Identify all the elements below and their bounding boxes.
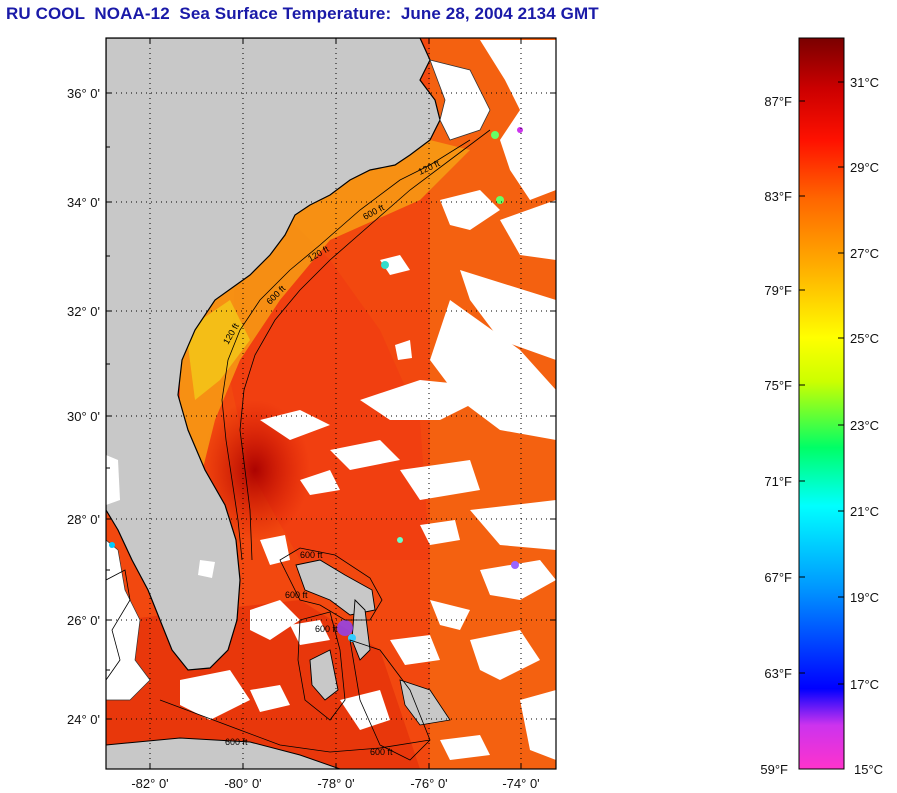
contour-label: 600 ft — [370, 747, 393, 757]
cb-f-label: 59°F — [760, 762, 788, 777]
cb-f-label: 79°F — [764, 283, 792, 298]
cb-f-label: 63°F — [764, 666, 792, 681]
lon-label: -78° 0' — [317, 776, 354, 791]
cb-c-label: 15°C — [854, 762, 883, 777]
pamlico-sound-clouds — [429, 59, 491, 141]
cb-f-label: 67°F — [764, 570, 792, 585]
contour-label: 600 ft — [300, 550, 323, 560]
gulf-clouds — [106, 539, 151, 701]
cb-c-label: 23°C — [850, 418, 879, 433]
cb-c-label: 25°C — [850, 331, 879, 346]
lon-label: -82° 0' — [131, 776, 168, 791]
cb-f-label: 75°F — [764, 378, 792, 393]
longitude-labels: -82° 0' -80° 0' -78° 0' -76° 0' -74° 0' — [131, 776, 539, 791]
lat-label: 28° 0' — [67, 512, 100, 527]
latitude-labels: 36° 0' 34° 0' 32° 0' 30° 0' 28° 0' 26° 0… — [67, 86, 100, 727]
land-andros — [309, 649, 339, 701]
bathymetry-contours — [106, 129, 491, 761]
lat-label: 30° 0' — [67, 409, 100, 424]
cb-c-label: 27°C — [850, 246, 879, 261]
cb-c-label: 31°C — [850, 75, 879, 90]
upwelling-patch — [186, 300, 250, 400]
land-cuba — [106, 737, 341, 769]
lat-label: 26° 0' — [67, 613, 100, 628]
cb-f-label: 83°F — [764, 189, 792, 204]
map-border — [105, 37, 557, 770]
page-title: RU COOL NOAA-12 Sea Surface Temperature:… — [6, 4, 599, 23]
lat-label: 24° 0' — [67, 712, 100, 727]
land-exumas — [399, 679, 451, 726]
cool-spots — [109, 127, 523, 642]
cb-f-label: 87°F — [764, 94, 792, 109]
cb-c-label: 17°C — [850, 677, 879, 692]
celsius-labels: 31°C 29°C 27°C 25°C 23°C 21°C 19°C 17°C … — [850, 75, 883, 777]
cb-c-label: 19°C — [850, 590, 879, 605]
cb-f-label: 71°F — [764, 474, 792, 489]
lat-label: 36° 0' — [67, 86, 100, 101]
graticule — [106, 38, 556, 769]
lat-label: 32° 0' — [67, 304, 100, 319]
lon-label: -80° 0' — [224, 776, 261, 791]
cloud-patches — [106, 40, 556, 760]
map-area: 120 ft 600 ft 120 ft 600 ft 120 ft 600 f… — [106, 38, 556, 769]
cb-c-label: 29°C — [850, 160, 879, 175]
contour-label: 600 ft — [285, 590, 308, 600]
contour-label: 600 ft — [225, 737, 248, 747]
colorbar — [798, 37, 845, 770]
cb-c-label: 21°C — [850, 504, 879, 519]
axis-ticks — [106, 38, 556, 769]
colorbar-ticks — [799, 81, 844, 685]
contour-label: 600 ft — [315, 624, 338, 634]
fahrenheit-labels: 87°F 83°F 79°F 75°F 71°F 67°F 63°F 59°F — [760, 94, 792, 777]
land-us-southeast — [106, 38, 441, 671]
lon-label: -74° 0' — [502, 776, 539, 791]
lon-label: -76° 0' — [410, 776, 447, 791]
lat-label: 34° 0' — [67, 195, 100, 210]
